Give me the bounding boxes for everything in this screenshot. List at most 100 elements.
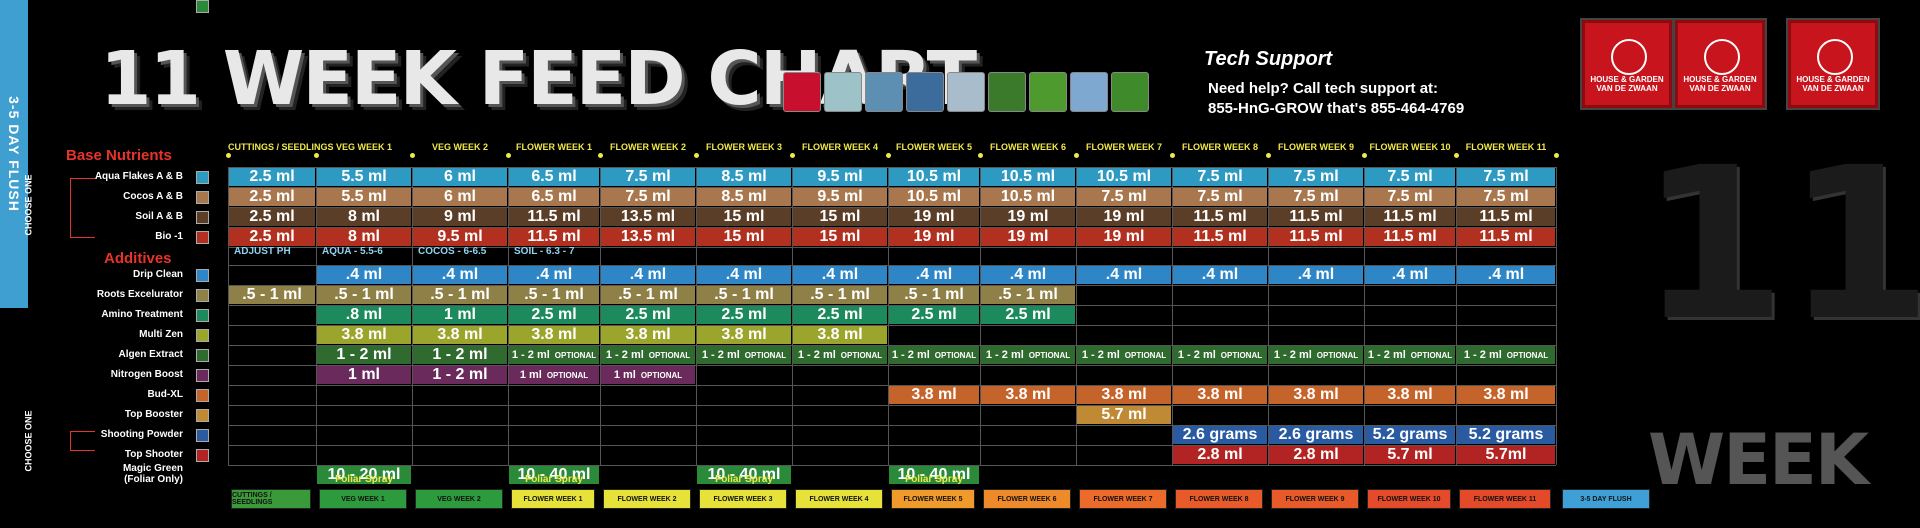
feed-cell: 3.8 ml xyxy=(601,326,695,344)
row-swatch xyxy=(196,429,209,442)
optional-tag: OPTIONAL xyxy=(1124,350,1167,360)
feed-amount: 2.5 ml xyxy=(817,306,863,323)
row-label: Drip Clean xyxy=(132,269,183,280)
photo-thumb xyxy=(988,72,1026,112)
brand-logo: HOUSE & GARDEN VAN DE ZWAAN xyxy=(1582,20,1672,108)
feed-amount: 6 ml xyxy=(443,188,476,205)
tech-support-title: Tech Support xyxy=(1204,48,1333,70)
feed-amount: 3.8 ml xyxy=(721,326,767,343)
feed-amount: 1 - 2 ml xyxy=(1081,349,1120,361)
feed-amount: 5.7 ml xyxy=(1387,446,1433,463)
row-label: Algen Extract xyxy=(118,349,183,360)
feed-amount: 10 - 40 ml xyxy=(517,466,591,483)
feed-cell: 11.5 ml xyxy=(1457,228,1555,246)
feed-cell: 7.5 ml xyxy=(1173,168,1267,186)
feed-cell: 5.7 ml xyxy=(1365,446,1455,464)
feed-amount: 1 - 2 ml xyxy=(701,349,740,361)
feed-cell: 7.5 ml xyxy=(1077,188,1171,206)
grid-line xyxy=(228,227,1556,228)
feed-cell: 7.5 ml xyxy=(1365,168,1455,186)
feed-cell: 1 ml OPTIONAL xyxy=(509,366,599,384)
feed-cell: .4 ml xyxy=(1269,266,1363,284)
feed-amount: .4 ml xyxy=(535,266,573,283)
row-swatch xyxy=(196,329,209,342)
feed-cell: .4 ml xyxy=(1457,266,1555,284)
feed-amount: 7.5 ml xyxy=(1197,168,1243,185)
photo-thumb xyxy=(1070,72,1108,112)
row-label: Top Shooter xyxy=(124,449,183,460)
feed-amount: 2.5 ml xyxy=(1005,306,1051,323)
feed-amount: 1 ml xyxy=(519,369,542,381)
optional-tag: OPTIONAL xyxy=(1316,350,1359,360)
column-header: FLOWER WEEK 6 xyxy=(990,142,1066,152)
grid-line xyxy=(228,265,1556,266)
feed-amount: 11.5 ml xyxy=(1479,228,1533,245)
feed-amount: 8 ml xyxy=(347,208,380,225)
foliar-label: Foliar Spray xyxy=(715,474,773,485)
brand-logo: HOUSE & GARDEN VAN DE ZWAAN xyxy=(1788,20,1878,108)
grid-line xyxy=(228,247,1556,248)
feed-amount: 10 - 20 ml xyxy=(327,466,401,483)
feed-cell: 2.5 ml xyxy=(229,188,315,206)
feed-cell: .5 - 1 ml xyxy=(601,286,695,304)
column-header-dot xyxy=(314,153,319,158)
feed-amount: 1 ml xyxy=(443,306,476,323)
stage-badge: FLOWER WEEK 11 xyxy=(1459,489,1551,509)
photo-thumb xyxy=(1029,72,1067,112)
stage-badge: VEG WEEK 1 xyxy=(319,489,407,509)
feed-cell: 10 - 40 ml xyxy=(697,466,791,484)
row-swatch xyxy=(196,211,209,224)
feed-amount: .5 - 1 ml xyxy=(334,286,394,303)
feed-amount: 8.5 ml xyxy=(721,168,767,185)
stage-badge: FLOWER WEEK 6 xyxy=(983,489,1071,509)
choose-one-bracket-base xyxy=(70,178,95,238)
feed-cell: 3.8 ml xyxy=(1365,386,1455,404)
feed-amount: 1 - 2 ml xyxy=(336,346,392,363)
feed-amount: .4 ml xyxy=(1201,266,1239,283)
grid-line xyxy=(228,465,1556,466)
row-swatch xyxy=(196,289,209,302)
feed-amount: 19 ml xyxy=(1103,208,1145,225)
feed-cell: 8 ml xyxy=(317,228,411,246)
feed-cell: 3.8 ml xyxy=(1269,386,1363,404)
column-header: FLOWER WEEK 4 xyxy=(802,142,878,152)
row-swatch xyxy=(196,409,209,422)
feed-amount: 3.8 ml xyxy=(817,326,863,343)
grid-line xyxy=(228,345,1556,346)
feed-cell: 15 ml xyxy=(793,228,887,246)
logo-emblem xyxy=(1817,39,1853,75)
logo-emblem xyxy=(1611,39,1647,75)
feed-amount: 15 ml xyxy=(819,208,861,225)
column-header-dot xyxy=(1454,153,1459,158)
feed-cell: 1 - 2 ml OPTIONAL xyxy=(1077,346,1171,364)
optional-tag: OPTIONAL xyxy=(1410,350,1453,360)
grid-line xyxy=(228,187,1556,188)
ph-label: COCOS - 6-6.5 xyxy=(418,246,487,257)
stage-badge: 3-5 DAY FLUSH xyxy=(1562,489,1650,509)
feed-amount: .5 - 1 ml xyxy=(618,286,678,303)
feed-amount: 10 - 40 ml xyxy=(707,466,781,483)
feed-cell: 6 ml xyxy=(413,188,507,206)
feed-cell: 2.5 ml xyxy=(889,306,979,324)
column-header-dot xyxy=(790,153,795,158)
feed-cell: .5 - 1 ml xyxy=(413,286,507,304)
feed-cell: .4 ml xyxy=(413,266,507,284)
feed-cell: 5.2 grams xyxy=(1365,426,1455,444)
feed-amount: 5.5 ml xyxy=(341,168,387,185)
section-base-nutrients: Base Nutrients xyxy=(66,147,172,164)
logo-text: HOUSE & GARDEN VAN DE ZWAAN xyxy=(1590,75,1664,93)
feed-amount: 11.5 ml xyxy=(1383,208,1437,225)
stage-badge: FLOWER WEEK 7 xyxy=(1079,489,1167,509)
feed-cell: 10 - 20 ml xyxy=(317,466,411,484)
optional-tag: OPTIONAL xyxy=(1506,350,1549,360)
feed-cell: 1 ml OPTIONAL xyxy=(601,366,695,384)
feed-amount: 7.5 ml xyxy=(1101,188,1147,205)
feed-cell: .5 - 1 ml xyxy=(317,286,411,304)
feed-amount: 19 ml xyxy=(913,228,955,245)
grid-line xyxy=(228,285,1556,286)
optional-tag: OPTIONAL xyxy=(1028,350,1071,360)
feed-amount: 5.2 grams xyxy=(1468,426,1544,443)
feed-amount: 1 - 2 ml xyxy=(985,349,1024,361)
row-swatch xyxy=(196,0,209,13)
column-header: FLOWER WEEK 5 xyxy=(896,142,972,152)
